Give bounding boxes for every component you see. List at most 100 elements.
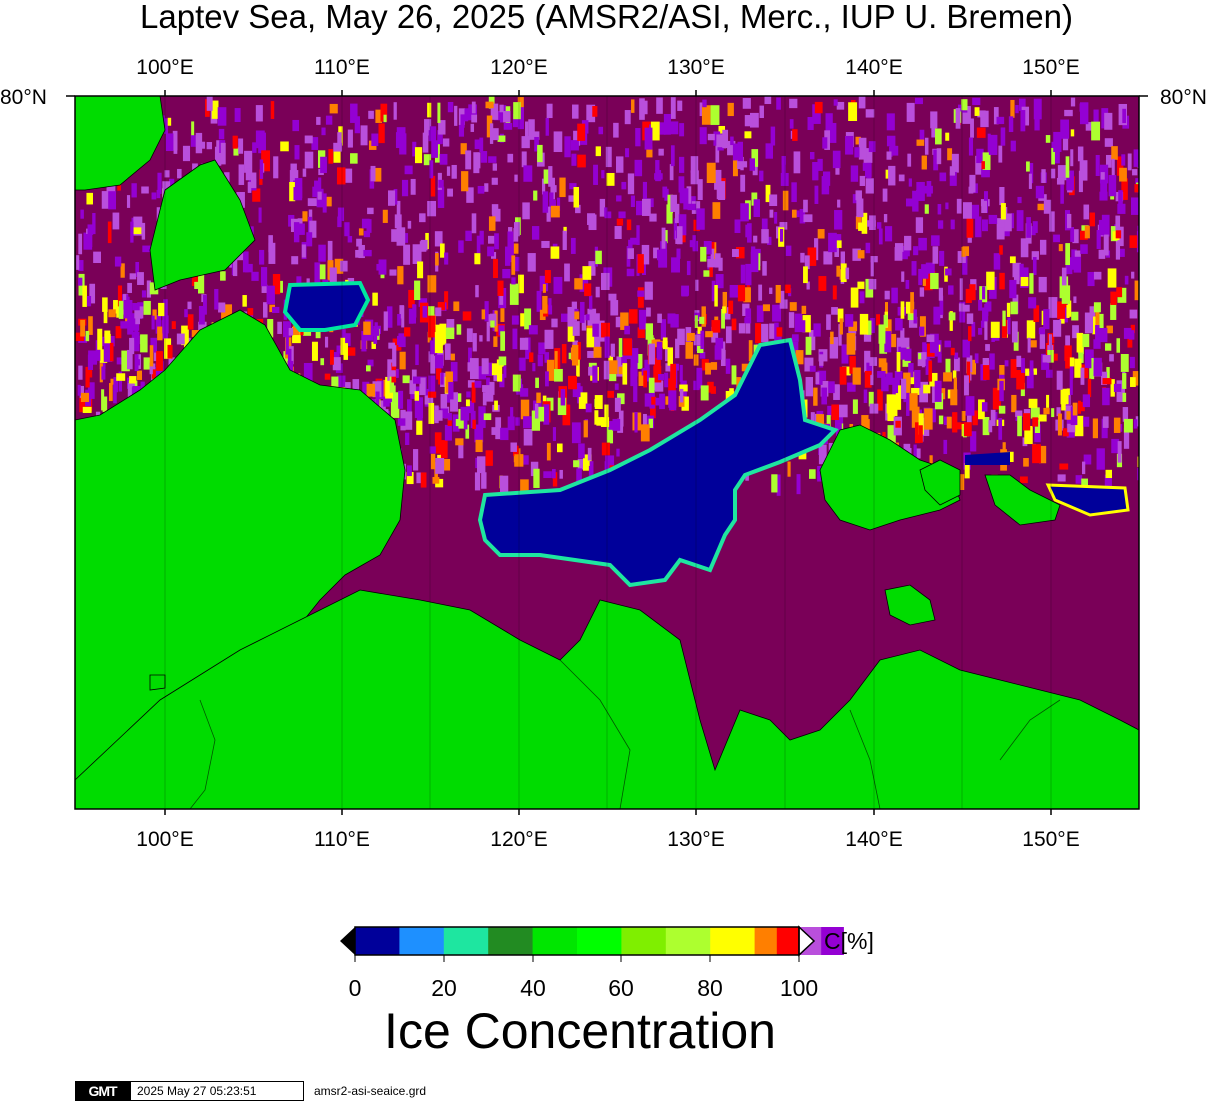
ice-pixel [414,147,423,164]
ice-pixel [608,421,616,430]
ice-pixel [328,149,334,164]
ice-pixel [709,260,713,278]
ice-pixel [930,272,939,290]
ice-pixel [692,240,699,252]
ice-pixel [143,300,151,315]
ice-pixel [542,295,548,314]
ice-pixel [918,268,923,286]
ice-pixel [629,309,638,324]
ice-pixel [1138,380,1139,393]
ice-pixel [444,343,451,360]
ice-pixel [693,334,702,346]
ice-pixel [638,371,645,386]
ice-pixel [918,352,922,360]
ice-pixel [913,246,919,256]
ice-pixel [476,152,481,169]
ice-pixel [966,361,971,383]
ice-pixel [616,448,620,457]
ice-pixel [553,131,563,153]
ice-pixel [1021,106,1030,126]
ice-pixel [1035,185,1045,199]
ice-pixel [184,309,188,318]
ice-pixel [1110,303,1117,320]
ice-pixel [744,131,752,139]
ice-pixel [670,363,677,385]
ice-pixel [471,213,477,234]
ice-pixel [690,156,699,173]
ice-pixel [486,377,490,386]
ice-pixel [985,301,992,312]
ice-pixel [912,190,919,212]
ice-pixel [571,422,581,444]
ice-pixel [519,337,529,350]
ice-pixel [702,99,707,108]
ice-pixel [484,301,489,322]
ice-pixel [567,326,575,342]
ice-pixel [894,243,904,252]
ice-pixel [1111,146,1118,160]
ice-pixel [737,159,743,170]
ice-pixel [1070,406,1078,426]
ice-pixel [308,209,313,221]
ice-pixel [537,354,543,367]
ice-pixel [332,357,341,371]
ice-pixel [554,351,558,370]
ice-pixel [444,252,449,265]
ice-pixel [865,178,874,194]
ice-pixel [141,186,149,194]
ice-pixel [743,287,751,303]
ice-pixel [149,362,153,375]
ice-pixel [126,195,131,208]
ice-pixel [438,179,444,188]
ice-pixel [440,243,445,258]
ice-pixel [386,306,393,328]
ice-pixel [101,389,105,411]
ice-pixel [1046,394,1050,408]
ice-pixel [906,102,915,122]
ice-pixel [285,336,289,355]
ice-pixel [990,321,1000,338]
ice-pixel [292,119,300,132]
ice-pixel [538,342,546,355]
ice-pixel [482,385,491,393]
ice-pixel [748,340,753,362]
ice-pixel [606,425,614,444]
ice-pixel [561,344,567,364]
ice-pixel [703,240,712,255]
ice-pixel [511,315,520,325]
ice-pixel [1061,285,1071,304]
ice-pixel [435,307,442,317]
ice-pixel [113,384,117,404]
ice-pixel [1109,354,1114,362]
ice-pixel [391,392,400,408]
ice-pixel [1002,442,1006,461]
ice-pixel [655,397,665,406]
ice-pixel [830,331,834,345]
ice-pixel [971,321,976,337]
ice-pixel [411,369,417,382]
ice-pixel [199,141,206,149]
ice-pixel [1071,311,1079,321]
ice-pixel [981,200,988,214]
ice-pixel [127,383,135,405]
ice-pixel [252,142,257,153]
ice-pixel [414,397,424,419]
ice-pixel [471,101,476,114]
ice-pixel [471,382,476,403]
ice-pixel [765,184,771,203]
ice-pixel [808,330,816,351]
ice-pixel [914,369,921,388]
ice-pixel [1033,98,1042,120]
ice-pixel [849,356,856,374]
ice-pixel [648,377,655,393]
ice-pixel [586,104,596,123]
ice-pixel [776,97,781,110]
ice-pixel [458,441,464,459]
ice-pixel [901,271,905,282]
ice-pixel [887,408,895,422]
ice-pixel [187,314,194,330]
ice-pixel [670,194,677,212]
ice-pixel [703,270,710,277]
map-title: Laptev Sea, May 26, 2025 (AMSR2/ASI, Mer… [140,0,1073,35]
ice-pixel [1096,230,1101,249]
